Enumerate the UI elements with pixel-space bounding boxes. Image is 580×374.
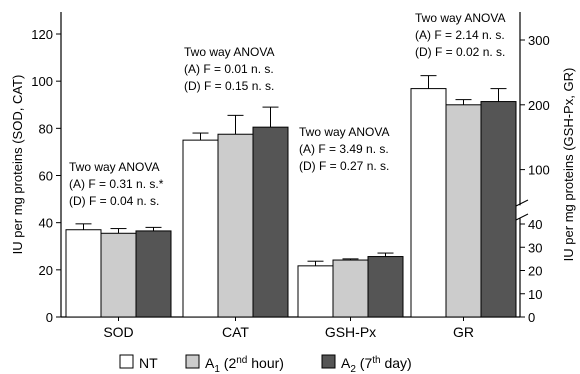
legend-text-base: NT <box>139 355 158 371</box>
bar-sod-a2 <box>135 230 172 318</box>
anova-annotation: (D) F = 0.02 n. s. <box>415 45 505 59</box>
legend-text-sup: nd <box>236 355 247 366</box>
legend-text-sub: 2 <box>350 364 356 374</box>
left-tick-label: 100 <box>31 74 53 89</box>
category-label: CAT <box>222 324 249 340</box>
left-tick-label: 60 <box>39 169 53 184</box>
legend-label-a2: A2 (7th day) <box>341 355 412 374</box>
bar-gsh-px-a2 <box>367 256 404 318</box>
bar-gr-nt <box>410 88 447 318</box>
bar-gsh-px-a1 <box>332 259 369 318</box>
right-tick-label: 40 <box>528 217 542 232</box>
legend-text-paren-pre: (2 <box>220 355 237 371</box>
legend-swatch-nt <box>119 354 134 369</box>
legend-label-a1: A1 (2nd hour) <box>205 355 284 374</box>
anova-annotation: (A) F = 0.01 n. s. <box>184 62 274 76</box>
left-tick-label: 20 <box>39 263 53 278</box>
anova-annotation: (A) F = 3.49 n. s. <box>299 142 389 156</box>
legend-text-paren-post: hour) <box>247 355 284 371</box>
anova-annotation: (D) F = 0.15 n. s. <box>184 79 274 93</box>
category-label: SOD <box>103 324 133 340</box>
bar-cat-nt <box>182 139 219 318</box>
anova-annotation: Two way ANOVA <box>299 125 389 139</box>
anova-annotation: Two way ANOVA <box>415 11 505 25</box>
legend-swatch-a1 <box>185 354 200 369</box>
right-tick-label: 100 <box>528 163 550 178</box>
right-axis-label: IU per mg proteins (GSH-Px, GR) <box>561 68 576 262</box>
legend-text-base: A <box>205 355 215 371</box>
legend-text-base: A <box>341 355 351 371</box>
anova-annotation: (D) F = 0.27 n. s. <box>299 159 389 173</box>
right-tick-label: 300 <box>528 33 550 48</box>
bar-sod-nt <box>65 229 102 318</box>
left-tick-label: 120 <box>31 27 53 42</box>
legend-text-sup: th <box>372 355 380 366</box>
left-tick-label: 0 <box>46 310 53 325</box>
anova-annotation: Two way ANOVA <box>69 160 159 174</box>
left-axis-label: IU per mg proteins (SOD, CAT) <box>10 75 25 255</box>
legend-text-paren-post: day) <box>381 355 412 371</box>
legend-label-nt: NT <box>139 355 158 371</box>
anova-annotation: Two way ANOVA <box>184 45 274 59</box>
left-tick-label: 80 <box>39 121 53 136</box>
bar-sod-a1 <box>100 232 137 318</box>
anova-annotation: (A) F = 2.14 n. s. <box>415 28 505 42</box>
bar-cat-a2 <box>252 126 289 318</box>
anova-annotation: (A) F = 0.31 n. s.* <box>69 177 164 191</box>
bar-gr-a1 <box>445 104 482 318</box>
bar-gsh-px-nt <box>297 265 334 318</box>
right-tick-label: 200 <box>528 98 550 113</box>
right-tick-label: 30 <box>528 240 542 255</box>
category-label: GSH-Px <box>325 324 376 340</box>
anova-annotation: (D) F = 0.04 n. s. <box>69 194 159 208</box>
left-tick-label: 40 <box>39 216 53 231</box>
bar-cat-a1 <box>217 133 254 318</box>
bar-gr-a2 <box>480 101 517 318</box>
legend-text-paren-pre: (7 <box>356 355 373 371</box>
category-label: GR <box>453 324 474 340</box>
legend-swatch-a2 <box>321 354 336 369</box>
right-tick-label: 20 <box>528 264 542 279</box>
right-tick-label: 10 <box>528 287 542 302</box>
legend-text-sub: 1 <box>214 364 220 374</box>
right-tick-label: 0 <box>528 310 535 325</box>
